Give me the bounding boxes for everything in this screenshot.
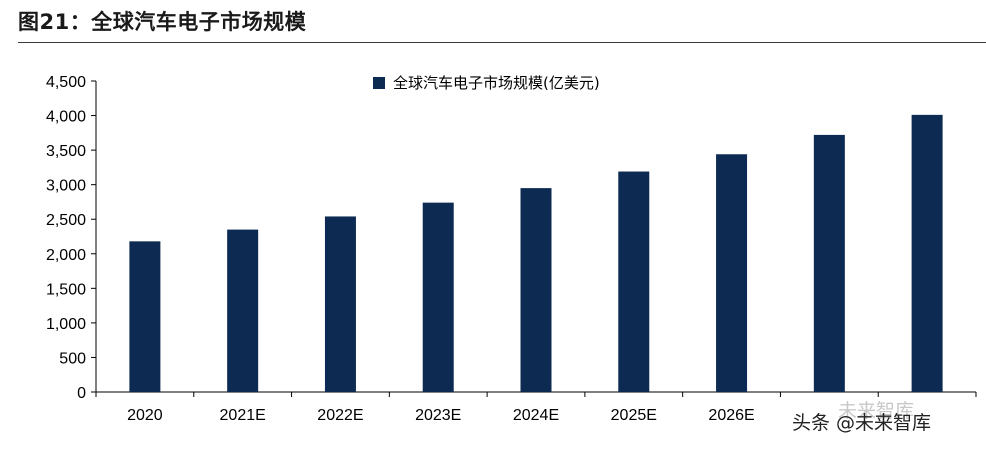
x-tick-label: 2024E (513, 407, 559, 424)
title-divider (18, 42, 986, 43)
legend-label: 全球汽车电子市场规模(亿美元) (393, 74, 600, 92)
y-axis: 0 500 1,000 1,500 2,000 2,500 3,000 3,500 4,000 4… (46, 74, 97, 402)
watermark: 头条 @未来智库 (792, 412, 932, 434)
x-tick-label: 2022E (317, 407, 363, 424)
y-tick-label: 0 (77, 385, 86, 402)
y-tick-label: 500 (59, 350, 86, 367)
y-tick-label: 2,000 (46, 247, 86, 264)
x-tick-label: 2026E (708, 407, 754, 424)
y-tick-label: 1,000 (46, 316, 86, 333)
bar-2028E (911, 114, 943, 392)
y-tick-label: 2,500 (46, 212, 86, 229)
legend-swatch (373, 77, 385, 89)
bar-2021E (227, 229, 259, 392)
bar-2020 (129, 241, 161, 392)
x-tick-label: 2023E (415, 407, 461, 424)
x-tick-label: 2025E (611, 407, 657, 424)
bar-2025E (618, 171, 650, 392)
y-tick-label: 4,500 (46, 74, 86, 91)
y-tick-label: 3,000 (46, 178, 86, 195)
bar-2027E (813, 134, 845, 392)
y-tick-label: 4,000 (46, 109, 86, 126)
y-tick-label: 1,500 (46, 281, 86, 298)
bar-2023E (422, 202, 454, 392)
y-tick-label: 3,500 (46, 143, 86, 160)
bar-2024E (520, 188, 552, 392)
bar-2022E (324, 216, 356, 392)
bar-2026E (716, 154, 748, 392)
x-tick-label: 2021E (220, 407, 266, 424)
watermark-ghost: 未来智库 (838, 400, 915, 422)
bar-series (129, 114, 943, 392)
figure-title: 图21：全球汽车电子市场规模 (18, 10, 307, 34)
legend: 全球汽车电子市场规模(亿美元) (373, 74, 600, 92)
x-tick-label: 2020 (127, 407, 163, 424)
